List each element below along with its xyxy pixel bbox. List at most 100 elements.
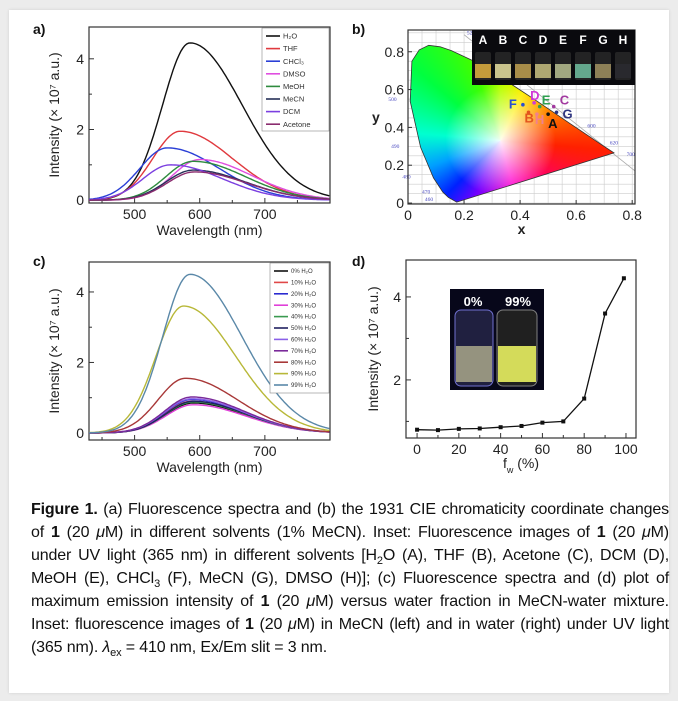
panel-label-c: c)	[33, 253, 45, 269]
vial-solution	[495, 64, 511, 78]
cie-point-label: H	[535, 112, 544, 127]
legend-label: Acetone	[283, 120, 311, 129]
cie-point-label: B	[525, 110, 534, 125]
y-tick-label: 0	[76, 192, 84, 208]
y-tick-label: 4	[76, 284, 84, 300]
vial-solution	[555, 64, 571, 78]
legend-label: DCM	[283, 107, 300, 116]
cie-point-h	[535, 112, 539, 116]
inset-vial-label: E	[559, 33, 567, 47]
caption-text: λ	[102, 639, 111, 656]
panel-label-d: d)	[352, 253, 365, 269]
caption-text: 1	[245, 616, 254, 633]
vial-solution	[575, 64, 591, 78]
cie-point-label: D	[530, 88, 539, 103]
caption-text: M) in different solvents (1% MeCN). Inse…	[104, 524, 597, 541]
inset-label-0: 0%	[464, 294, 483, 309]
legend-label: MeCN	[283, 95, 304, 104]
x-tick-label: 700	[253, 206, 277, 222]
y-axis-label: Intensity (× 10⁷ a.u.)	[46, 288, 62, 413]
caption-text: 1	[50, 524, 60, 541]
series-group	[89, 273, 330, 434]
x-tick-label: 0.2	[454, 207, 474, 223]
x-tick-label: 20	[451, 441, 467, 457]
inset-vial-label: G	[598, 33, 607, 47]
legend-label: 80% H₂O	[291, 360, 316, 366]
legend-label: CHCl₃	[283, 57, 304, 66]
x-tick-label: 600	[188, 443, 212, 459]
x-axis-label: Wavelength (nm)	[156, 222, 262, 238]
legend-label: 40% H₂O	[291, 315, 316, 321]
x-tick-label: 600	[188, 206, 212, 222]
series-line-90ho	[89, 305, 330, 434]
caption-text: O (A), THF (B), Acetone (C), DCM (D), Me…	[31, 547, 669, 587]
y-axis-label: y	[372, 109, 380, 125]
y-axis-label: Intensity (× 10⁷ a.u.)	[365, 286, 381, 411]
caption-text: μ	[288, 616, 297, 633]
series-line-acetone	[89, 171, 330, 201]
caption-text: μ	[96, 524, 105, 541]
y-axis-label: Intensity (× 10⁷ a.u.)	[46, 52, 62, 177]
wavelength-label: 460	[425, 197, 434, 203]
series-line-meoh	[89, 160, 330, 201]
inset-vial-label: H	[619, 33, 628, 47]
series-group	[89, 42, 330, 201]
x-axis-label-rest: (%)	[513, 455, 539, 471]
data-point	[621, 276, 626, 281]
wavelength-label: 490	[391, 144, 400, 150]
legend-label: 90% H₂O	[291, 372, 316, 378]
plot-frame	[88, 261, 331, 441]
caption-text: (20	[269, 593, 307, 610]
y-tick-label: 2	[393, 372, 401, 388]
cie-point-d	[532, 101, 536, 105]
caption-text: μ	[642, 524, 651, 541]
x-tick-label: 60	[535, 441, 551, 457]
data-point	[582, 396, 587, 401]
y-tick-label: 0.6	[385, 82, 405, 98]
legend-label: DMSO	[283, 69, 306, 78]
x-axis-label: fw (%)	[503, 455, 539, 475]
x-axis-label: Wavelength (nm)	[156, 459, 262, 475]
vial-solution	[615, 64, 631, 78]
caption-text: 1	[596, 524, 606, 541]
caption-figure-label: Figure 1.	[31, 501, 98, 518]
vial-solution	[595, 64, 611, 78]
legend	[261, 27, 330, 132]
caption-text: (F), MeCN (G), DMSO (H)]; (c) Fluorescen…	[31, 570, 670, 610]
legend-label: 10% H₂O	[291, 281, 316, 287]
wavelength-label: 700	[627, 152, 636, 158]
panel-c-spectra-water-fraction: 500 600 700 0 2 4 Wavelength (nm) Intensity (× …	[46, 261, 331, 475]
cie-point-label: C	[560, 93, 570, 108]
caption-text: 3	[154, 578, 161, 591]
y-tick-label: 0	[396, 195, 404, 211]
x-tick-label: 40	[493, 441, 509, 457]
y-tick-label: 4	[393, 289, 401, 305]
vial-solution	[475, 64, 491, 78]
wavelength-label: 620	[610, 140, 619, 146]
legend-label: 30% H₂O	[291, 303, 316, 309]
x-tick-label: 0	[404, 207, 412, 223]
inset-vial-label: C	[519, 33, 528, 47]
inset-vial-label: D	[539, 33, 548, 47]
caption-text: M) versus water fraction in MeCN-water m…	[31, 593, 669, 633]
cie-point-b	[526, 110, 531, 115]
legend-label: H₂O	[283, 32, 297, 41]
wavelength-label: 470	[422, 190, 431, 196]
series-line-70ho	[89, 396, 330, 434]
x-axis-label-main: f	[503, 455, 507, 471]
series-line-thf	[89, 130, 330, 201]
legend-label: MeOH	[283, 82, 305, 91]
legend-label: 20% H₂O	[291, 292, 316, 298]
wavelength-label: 600	[587, 123, 596, 129]
y-tick-label: 0.4	[385, 119, 405, 135]
legend-label: 99% H₂O	[291, 383, 316, 389]
wavelength-label: 520	[467, 31, 476, 37]
x-tick-label: 0	[413, 441, 421, 457]
caption-text: = 410 nm, Ex/Em slit = 3 nm.	[121, 639, 327, 656]
x-tick-label: 0.8	[622, 207, 642, 223]
panel-d-intensity-vs-fw: 0 20 40 60 80 100 2 4 fw (%) Intensity (× 10⁷ a.u…	[365, 259, 638, 475]
wavelength-label: 500	[388, 97, 397, 103]
caption-text: μ	[306, 593, 316, 610]
data-point	[519, 423, 524, 428]
y-tick-label: 0.8	[385, 44, 405, 60]
